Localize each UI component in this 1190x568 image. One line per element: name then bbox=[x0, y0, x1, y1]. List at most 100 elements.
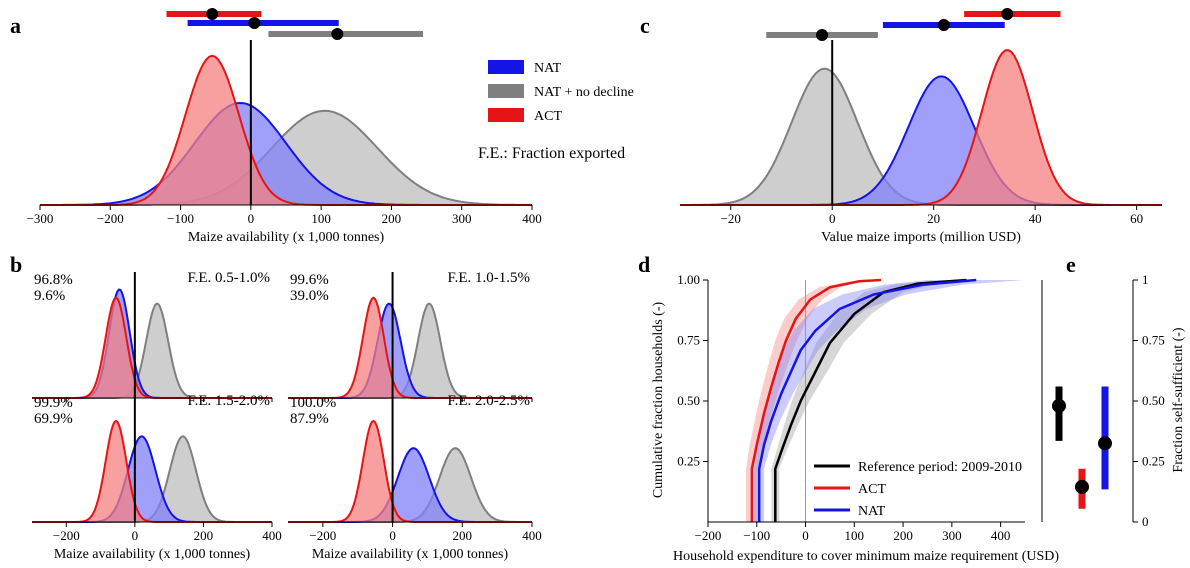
panel-a-x-tick-label: 400 bbox=[522, 211, 542, 226]
panel-e-point-reference-period-2009-2010 bbox=[1052, 398, 1066, 413]
panel-b-pct-nat: 69.9% bbox=[34, 411, 73, 427]
panel-a-interval-point-act bbox=[206, 8, 219, 20]
panel-d-y-tick-label: 0.25 bbox=[677, 454, 700, 469]
panel-a-x-axis-label: Maize availability (x 1,000 tonnes) bbox=[188, 230, 385, 245]
panel-d: −200 −100 0 100 200 300 400 0.25 0.50 0.75 1.00 Hou… bbox=[651, 272, 1059, 564]
panel-d-y-tick-label: 1.00 bbox=[677, 272, 700, 287]
panel-d-y-axis-label: Cumulative fraction households (-) bbox=[651, 301, 666, 498]
panel-d-line-act bbox=[750, 278, 882, 522]
panel-e-y-axis-label: Fraction self-sufficient (-) bbox=[1171, 327, 1186, 472]
panel-b-sub-x-axis-label: Maize availability (x 1,000 tonnes) bbox=[312, 547, 509, 562]
panel-d-legend-label: ACT bbox=[858, 482, 886, 497]
panel-e-y-tick-label: 0.50 bbox=[1142, 393, 1165, 408]
panel-b-pct-nat: 39.0% bbox=[290, 288, 329, 304]
panel-b-subplot-title: F.E. 1.0-1.5% bbox=[447, 270, 530, 286]
panel-c-fill-act bbox=[680, 50, 1162, 205]
panel-a-x-tick-label: 100 bbox=[311, 211, 331, 226]
panel-a-interval-point-nat bbox=[248, 17, 261, 29]
panel-e: 0 0.25 0.50 0.75 1 Fraction self-sufficient (… bbox=[1041, 272, 1186, 529]
panel-a-x-tick-label: −300 bbox=[27, 211, 54, 226]
panel-c-fill-nat bbox=[680, 76, 1162, 206]
panel-c-interval-point-nat bbox=[937, 19, 950, 31]
panel-b-sub-x-tick-label: −200 bbox=[53, 528, 80, 543]
legend-note: F.E.: Fraction exported bbox=[478, 145, 625, 162]
panel-b-sub-x-tick-label: 200 bbox=[194, 528, 214, 543]
panel-e-y-tick-label: 1 bbox=[1142, 272, 1149, 287]
panel-b-pct-nat: 9.6% bbox=[34, 288, 65, 304]
panel-label-a: a bbox=[10, 13, 21, 38]
panel-d-x-tick-label: 0 bbox=[802, 528, 809, 543]
panel-c-interval-point-nat-no-decline bbox=[816, 29, 829, 41]
panel-b-sub-fill-nat-no-decline bbox=[288, 448, 532, 522]
panel-b-sub-fill-nat-no-decline bbox=[32, 303, 272, 398]
panel-c: −20 0 20 40 60 Value maize imports (million U… bbox=[680, 8, 1162, 245]
panel-d-legend-label: Reference period: 2009-2010 bbox=[858, 460, 1022, 475]
panel-e-y-tick-label: 0 bbox=[1142, 514, 1149, 529]
panel-e-y-tick-label: 0.75 bbox=[1142, 333, 1165, 348]
panel-d-x-tick-label: 200 bbox=[893, 528, 913, 543]
panel-b-sub-x-tick-label: 0 bbox=[389, 528, 396, 543]
panel-d-band-act bbox=[746, 280, 886, 522]
legend-swatch-nod bbox=[488, 84, 524, 98]
panel-a-x-tick-label: 200 bbox=[382, 211, 402, 226]
legend-label-nod: NAT + no decline bbox=[534, 85, 634, 100]
panel-b-pct-nod: 99.9% bbox=[34, 395, 73, 411]
panel-a-fill-nat bbox=[40, 103, 532, 205]
panel-b-pct-nod: 99.6% bbox=[290, 272, 329, 288]
panel-a: −300 −200 −100 0 100 200 300 400 Maize availabil… bbox=[27, 8, 542, 245]
panel-label-d: d bbox=[638, 252, 650, 277]
panel-a-interval-point-nat-no-decline bbox=[331, 28, 344, 40]
panel-b-subplot: F.E. 0.5-1.0% 96.8%9.6% bbox=[32, 270, 273, 402]
panel-label-e: e bbox=[1066, 252, 1076, 277]
panel-b-sub-fill-nat bbox=[288, 448, 532, 522]
panel-c-interval-point-act bbox=[1001, 8, 1014, 20]
panel-d-x-tick-label: 400 bbox=[991, 528, 1011, 543]
panel-e-y-tick-label: 0.25 bbox=[1142, 454, 1165, 469]
panel-a-x-tick-label: −200 bbox=[97, 211, 124, 226]
panel-b-subplot: −200 0 200 400 Maize availability (x 1,000 t… bbox=[32, 393, 282, 562]
panel-a-x-tick-label: 0 bbox=[248, 211, 255, 226]
panel-b-subplot-title: F.E. 2.0-2.5% bbox=[447, 393, 530, 409]
panel-c-x-tick-label: 60 bbox=[1130, 211, 1143, 226]
panel-d-band-reference-period-2009-2010 bbox=[771, 280, 982, 522]
panel-b-sub-x-tick-label: −200 bbox=[309, 528, 336, 543]
panel-d-band-nat bbox=[754, 280, 1025, 522]
panel-b-sub-fill-nat bbox=[288, 303, 532, 398]
panel-c-x-tick-label: 40 bbox=[1029, 211, 1042, 226]
legend-label-nat: NAT bbox=[534, 61, 562, 76]
legend-swatch-nat bbox=[488, 60, 524, 74]
panel-a-x-tick-label: −100 bbox=[167, 211, 194, 226]
panel-label-c: c bbox=[640, 13, 650, 38]
legend-label-act: ACT bbox=[534, 109, 562, 124]
panel-c-x-tick-label: −20 bbox=[721, 211, 741, 226]
panel-d-x-tick-label: −200 bbox=[695, 528, 722, 543]
panel-b-pct-nod: 96.8% bbox=[34, 272, 73, 288]
panel-d-line-nat bbox=[757, 278, 977, 522]
panel-b-sub-x-tick-label: 400 bbox=[522, 528, 542, 543]
panel-b-sub-x-tick-label: 0 bbox=[132, 528, 139, 543]
panel-d-y-tick-label: 0.50 bbox=[677, 393, 700, 408]
panel-b-subplot: −200 0 200 400 Maize availability (x 1,000 t… bbox=[288, 393, 542, 562]
legend-swatch-act bbox=[488, 108, 524, 122]
panel-d-y-tick-label: 0.75 bbox=[677, 333, 700, 348]
panel-b-subplot-title: F.E. 0.5-1.0% bbox=[187, 270, 270, 286]
panel-d-x-axis-label: Household expenditure to cover minimum m… bbox=[673, 549, 1059, 564]
panel-d-x-tick-label: 300 bbox=[942, 528, 962, 543]
panel-e-point-act bbox=[1075, 479, 1089, 494]
panel-b-subplot: F.E. 1.0-1.5% 99.6%39.0% bbox=[288, 270, 533, 402]
panel-b-pct-nod: 100.0% bbox=[290, 395, 336, 411]
panel-b-sub-fill-nat bbox=[32, 436, 272, 522]
panel-b-pct-nat: 87.9% bbox=[290, 411, 329, 427]
panel-a-x-tick-label: 300 bbox=[452, 211, 472, 226]
panel-b-sub-x-axis-label: Maize availability (x 1,000 tonnes) bbox=[54, 547, 251, 562]
panel-c-x-axis-label: Value maize imports (million USD) bbox=[821, 230, 1021, 245]
panel-label-b: b bbox=[10, 252, 22, 277]
legend-top: NAT NAT + no decline ACT F.E.: Fraction … bbox=[478, 60, 634, 162]
panel-b: F.E. 0.5-1.0% 96.8%9.6% F.E. 1.0-1.5% 99.6%… bbox=[32, 270, 542, 562]
panel-c-x-tick-label: 20 bbox=[927, 211, 940, 226]
panel-d-legend-label: NAT bbox=[858, 504, 886, 519]
panel-e-point-nat bbox=[1098, 436, 1112, 451]
panel-d-x-tick-label: −100 bbox=[743, 528, 770, 543]
panel-c-x-tick-label: 0 bbox=[829, 211, 836, 226]
